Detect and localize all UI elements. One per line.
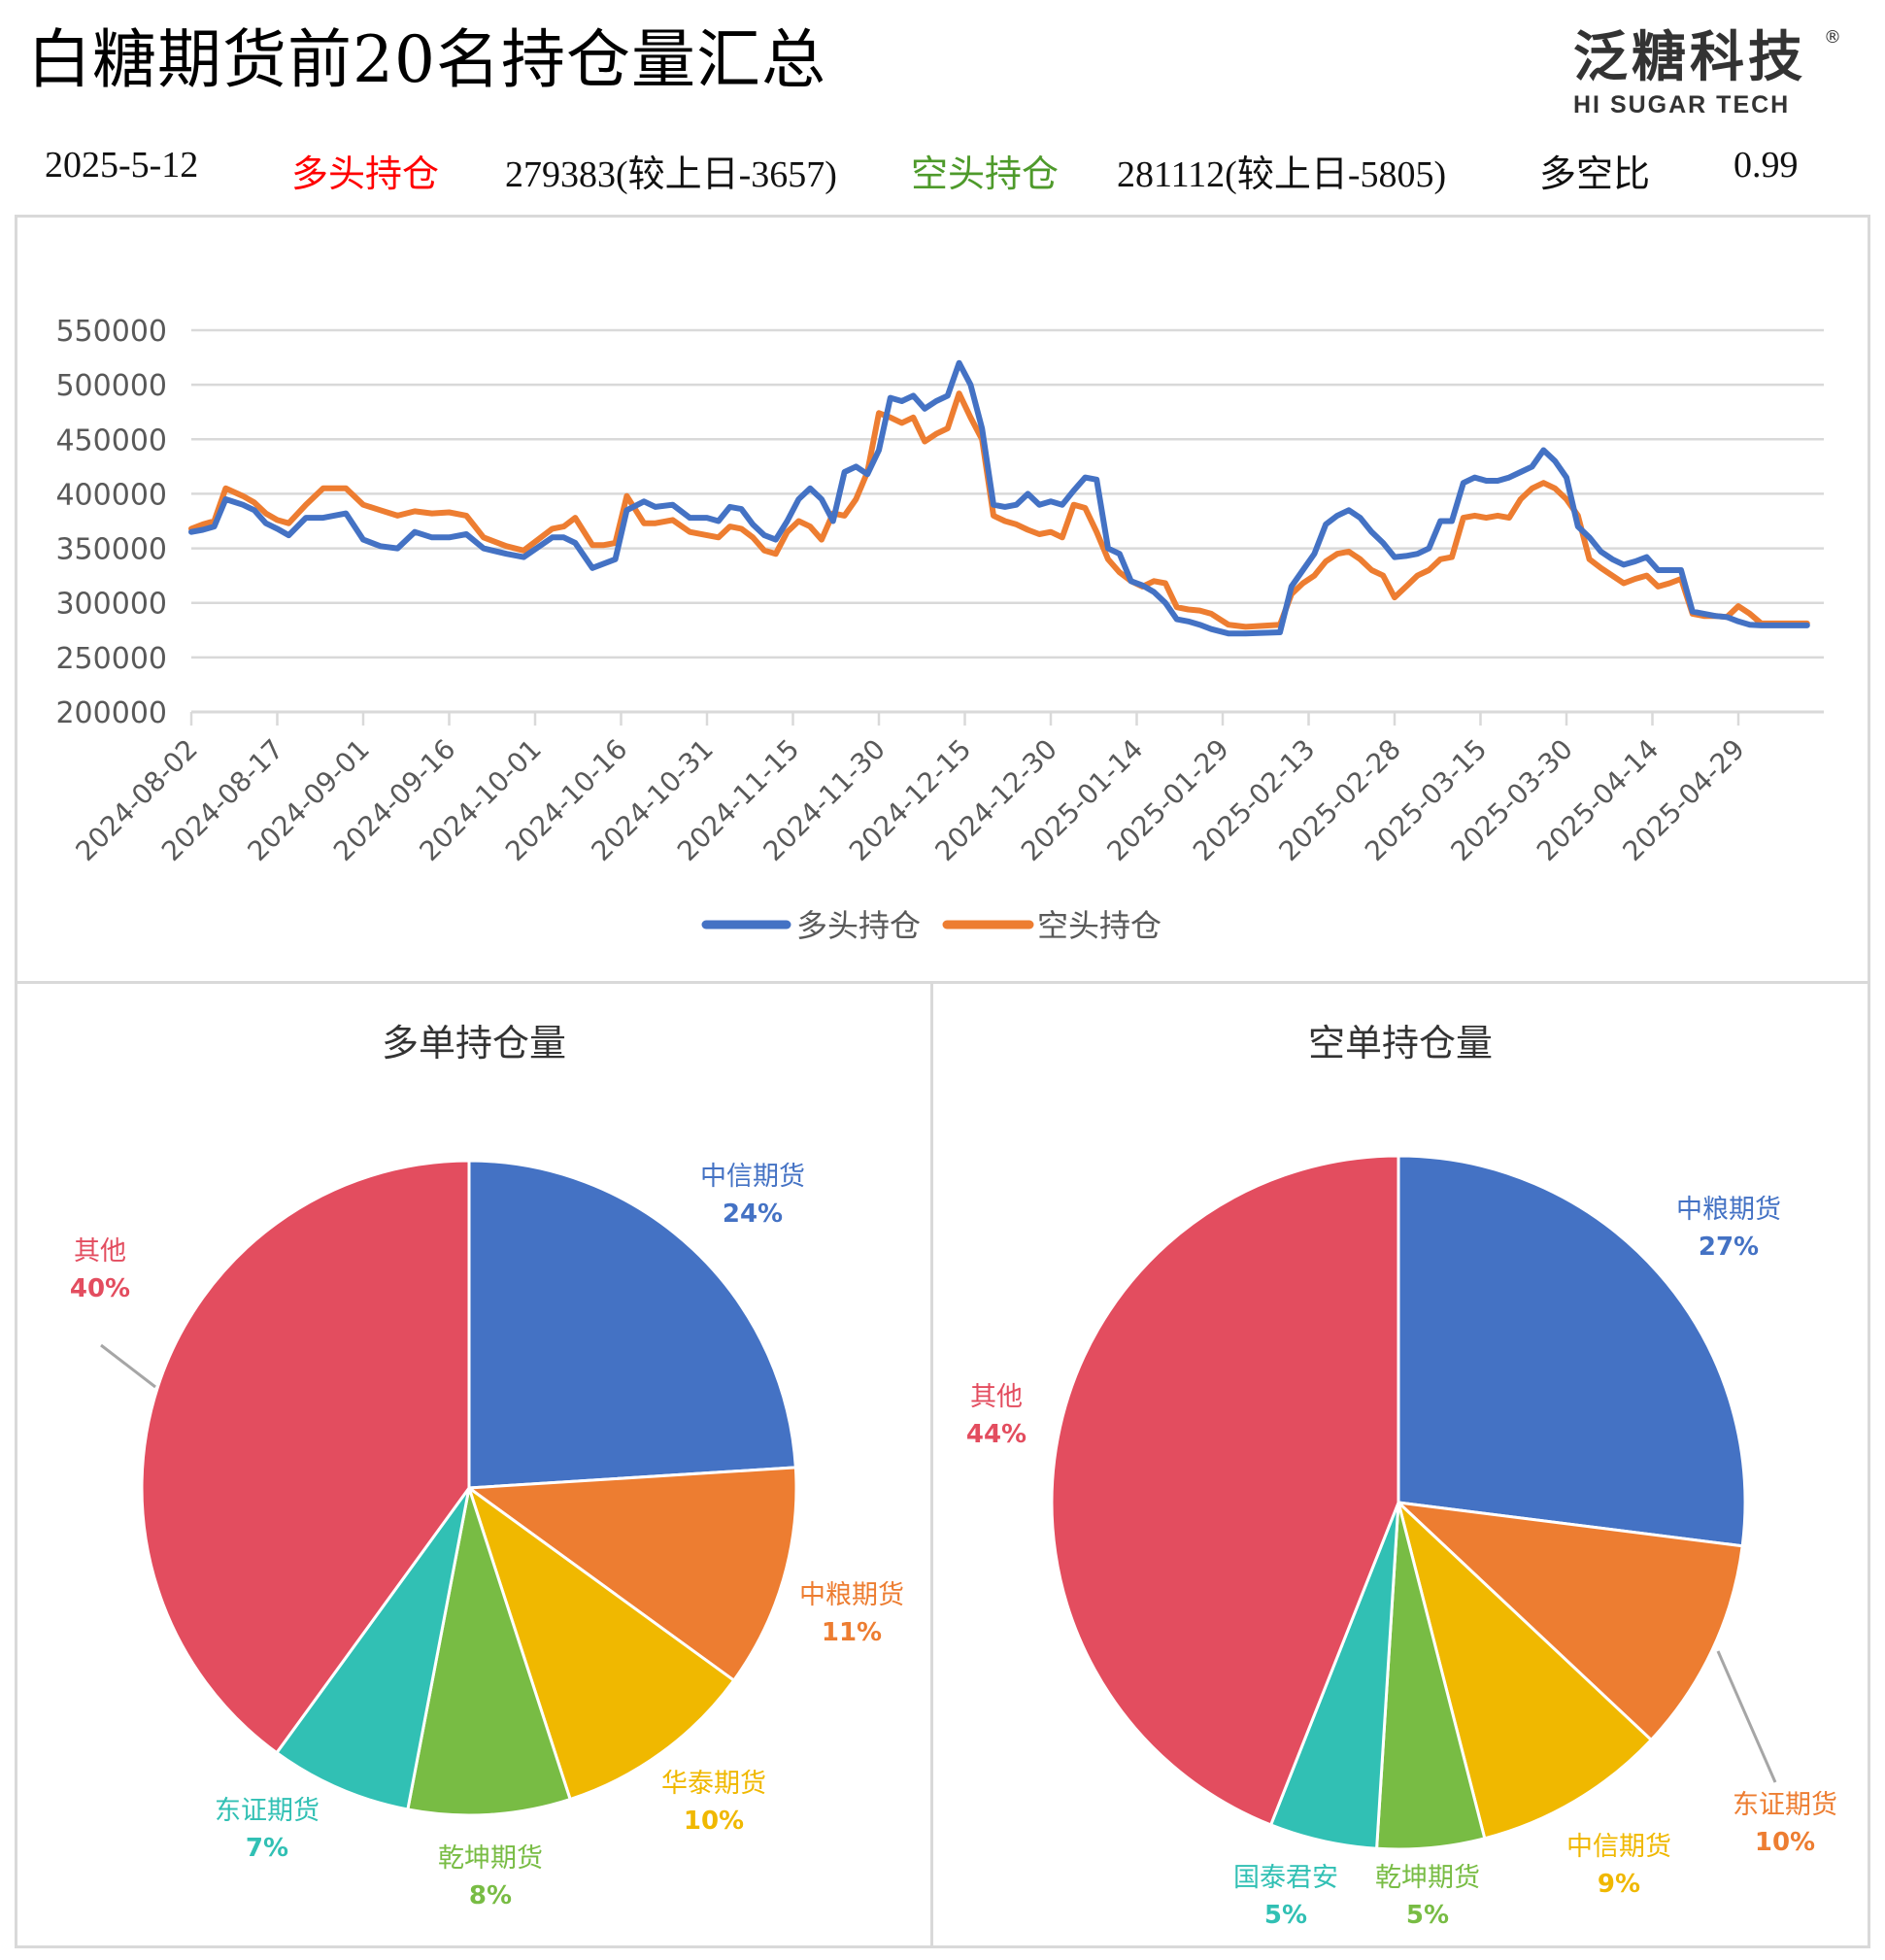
y-tick-label: 300000 [55,588,167,622]
position-line-chart: 550000 500000 450000 400000 350000 300000 2500… [55,315,1824,944]
legend-long-label: 多头持仓 [796,907,921,944]
short-pie-title: 空单持仓量 [1307,1022,1493,1064]
pie-label-name: 中粮期货 [1676,1195,1781,1225]
pie-label-percent: 10% [683,1807,745,1836]
summary-row: 2025-5-12 多头持仓 279383(较上日-3657) 空头持仓 281… [0,144,1885,202]
pie-slice [1397,1154,1747,1548]
pie-data-label: 中粮期货 11% [774,1577,929,1651]
y-tick-label: 500000 [55,369,167,403]
pie-label-name: 其他 [970,1382,1023,1412]
pie-label-name: 中粮期货 [799,1580,904,1610]
pie-data-label: 东证期货 7% [189,1793,345,1867]
pie-label-name: 东证期货 [1733,1790,1837,1820]
pie-slice [464,1466,798,1683]
pie-slice [406,1487,573,1817]
pie-label-percent: 11% [821,1618,883,1647]
pie-data-label: 其他 44% [919,1379,1074,1453]
pie-label-name: 华泰期货 [661,1769,766,1799]
long-position-label: 多头持仓 [291,154,440,195]
logo-english: HI SUGAR TECH [1573,91,1791,118]
pie-slice [274,1487,471,1811]
pie-slice [1394,1500,1744,1742]
brand-logo: 泛糖科技 ® HI SUGAR TECH [1573,27,1865,119]
long-short-ratio-value: 0.99 [1734,145,1799,186]
pie-data-label: 东证期货 10% [1707,1787,1863,1861]
registered-mark-icon: ® [1824,27,1841,48]
short-pie-chart [1050,1154,1777,1851]
pie-slice [467,1159,797,1490]
pie-slice [1050,1154,1400,1827]
pie-label-percent: 27% [1698,1233,1760,1262]
pie-slice [466,1484,736,1802]
page-title: 白糖期货前20名持仓量汇总 [27,22,826,97]
pie-label-percent: 10% [1754,1828,1816,1857]
short-pie-panel: 空单持仓量 中粮期货 27% 东证期货 10% 中信期货 9% 乾坤期货 5% 国泰君安 5% 其他… [930,981,1870,1948]
short-position-value: 281112(较上日-5805) [1117,154,1447,195]
pie-data-label: 中信期货 24% [675,1159,830,1233]
pie-label-name: 中信期货 [1566,1832,1671,1862]
chart-legend: 多头持仓 空头持仓 [701,907,1161,944]
pie-data-label: 乾坤期货 5% [1350,1860,1505,1934]
pie-label-percent: 7% [245,1834,289,1863]
report-date: 2025-5-12 [45,145,199,186]
pie-data-label: 其他 40% [22,1233,178,1307]
pie-data-label: 乾坤期货 8% [413,1841,568,1914]
pie-label-percent: 8% [468,1881,513,1910]
long-pie-title: 多单持仓量 [381,1022,566,1064]
line-chart-panel: 550000 500000 450000 400000 350000 300000 2500… [15,215,1870,984]
short-position-line [188,390,1810,630]
pie-label-name: 中信期货 [700,1162,805,1192]
pie-slice [1396,1498,1654,1841]
long-position-line [188,359,1810,637]
pie-data-label: 中信期货 9% [1541,1829,1697,1903]
legend-short-label: 空头持仓 [1037,907,1161,944]
pie-label-percent: 24% [722,1200,784,1229]
pie-label-name: 国泰君安 [1233,1863,1338,1893]
pie-label-percent: 5% [1405,1901,1450,1930]
y-tick-label: 550000 [55,315,167,349]
long-position-value: 279383(较上日-3657) [505,154,837,195]
y-tick-label: 400000 [55,478,167,512]
pie-label-percent: 5% [1263,1901,1308,1930]
leader-line [100,1343,156,1389]
y-tick-label: 450000 [55,423,167,457]
long-short-ratio-label: 多空比 [1539,154,1651,195]
pie-label-percent: 44% [965,1420,1027,1449]
pie-data-label: 国泰君安 5% [1208,1860,1363,1934]
pie-label-percent: 40% [69,1274,131,1303]
logo-chinese: 泛糖科技 [1573,26,1806,89]
pie-label-name: 乾坤期货 [1375,1863,1480,1893]
pie-slice [140,1159,471,1755]
y-tick-label: 250000 [55,642,167,676]
pie-label-percent: 9% [1597,1870,1641,1899]
pie-data-label: 中粮期货 27% [1651,1192,1806,1266]
pie-label-name: 乾坤期货 [438,1843,543,1874]
pie-label-name: 其他 [74,1236,126,1267]
y-tick-label: 350000 [55,533,167,567]
pie-data-label: 华泰期货 10% [636,1766,791,1840]
y-tick-label: 200000 [55,696,167,730]
long-pie-chart [100,1159,798,1817]
long-pie-panel: 多单持仓量 中信期货 24% 中粮期货 11% 华泰期货 10% 乾坤期货 8% 东证期货 7% 其… [15,981,933,1948]
leader-line [1716,1650,1777,1783]
pie-label-name: 东证期货 [215,1796,320,1826]
short-position-label: 空头持仓 [911,154,1060,195]
